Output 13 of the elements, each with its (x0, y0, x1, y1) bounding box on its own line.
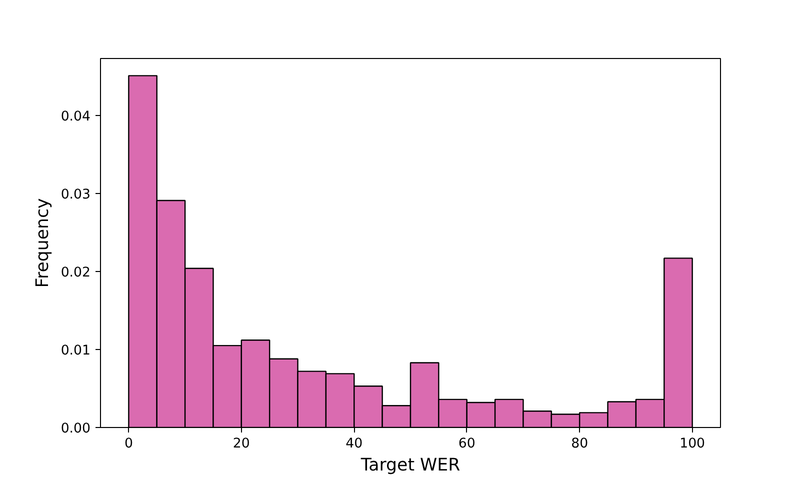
x-tick-label: 60 (458, 436, 476, 452)
y-tick-label: 0.03 (60, 187, 91, 202)
x-tick-label: 40 (346, 436, 363, 452)
x-tick-label: 0 (124, 436, 133, 452)
x-tick-label: 100 (680, 436, 706, 452)
y-axis-title: Frequency (32, 198, 53, 288)
x-tick-label: 20 (232, 436, 250, 452)
y-tick-label: 0.04 (60, 109, 91, 124)
y-tick-label: 0.02 (60, 265, 91, 280)
y-tick-label: 0.01 (60, 343, 91, 358)
x-axis-title: Target WER (360, 456, 460, 476)
y-tick-label: 0.00 (60, 422, 91, 436)
x-tick-label: 80 (571, 436, 588, 452)
